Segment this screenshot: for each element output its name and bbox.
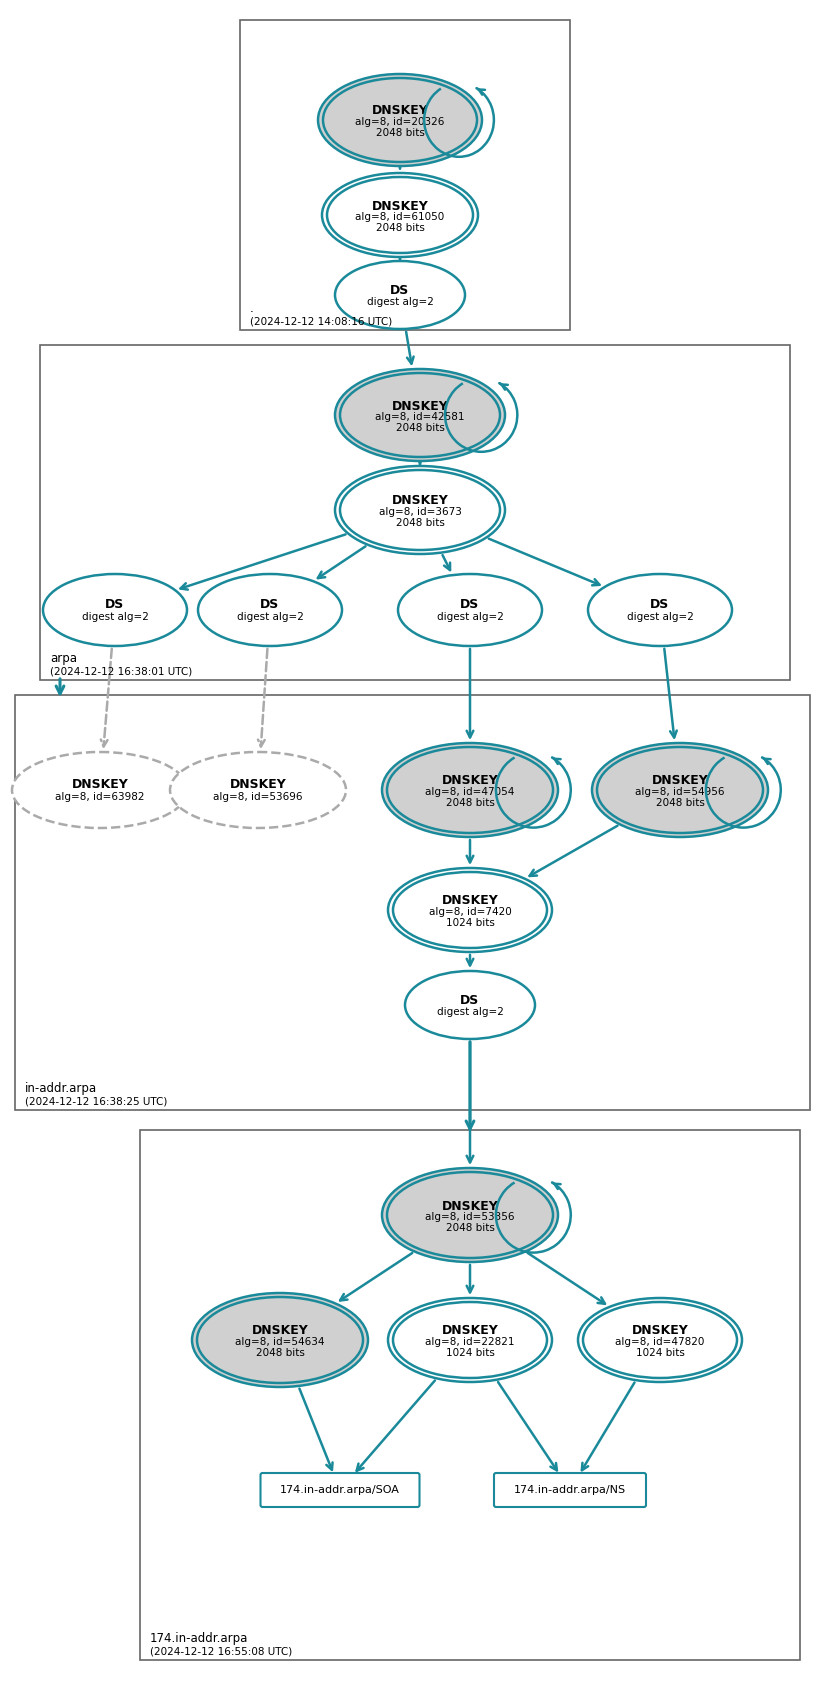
Text: arpa: arpa [50,651,77,665]
Text: DNSKEY: DNSKEY [652,775,709,787]
Ellipse shape [405,971,535,1039]
Text: alg=8, id=7420: alg=8, id=7420 [428,907,512,917]
Text: (2024-12-12 14:08:16 UTC): (2024-12-12 14:08:16 UTC) [250,316,392,327]
Text: in-addr.arpa: in-addr.arpa [25,1081,97,1095]
Ellipse shape [578,1298,742,1382]
Ellipse shape [12,751,188,827]
Text: DNSKEY: DNSKEY [442,775,499,787]
Ellipse shape [388,868,552,953]
Text: alg=8, id=54634: alg=8, id=54634 [235,1337,325,1347]
Ellipse shape [388,1298,552,1382]
Bar [140,1130,800,1660]
Text: alg=8, id=47054: alg=8, id=47054 [425,787,515,797]
Text: DNSKEY: DNSKEY [372,200,428,213]
Ellipse shape [192,1293,368,1387]
Text: digest alg=2: digest alg=2 [82,613,148,623]
Text: DNSKEY: DNSKEY [442,1325,499,1337]
Text: DS: DS [461,599,480,611]
Text: alg=8, id=47820: alg=8, id=47820 [616,1337,705,1347]
Text: (2024-12-12 16:38:25 UTC): (2024-12-12 16:38:25 UTC) [25,1096,167,1107]
Text: alg=8, id=53356: alg=8, id=53356 [425,1211,515,1222]
Text: 2048 bits: 2048 bits [446,1223,494,1233]
Text: DNSKEY: DNSKEY [391,494,448,508]
Ellipse shape [43,574,187,646]
Text: alg=8, id=63982: alg=8, id=63982 [55,792,145,802]
Bar [240,20,570,330]
FancyBboxPatch shape [494,1474,646,1508]
Text: digest alg=2: digest alg=2 [437,613,503,623]
Text: DNSKEY: DNSKEY [372,105,428,117]
Text: 2048 bits: 2048 bits [396,518,444,528]
Text: DNSKEY: DNSKEY [72,778,129,792]
Text: (2024-12-12 16:38:01 UTC): (2024-12-12 16:38:01 UTC) [50,667,192,677]
Text: DS: DS [260,599,279,611]
Ellipse shape [335,465,505,553]
Ellipse shape [198,574,342,646]
Text: DNSKEY: DNSKEY [632,1325,688,1337]
Text: digest alg=2: digest alg=2 [367,298,433,306]
Ellipse shape [335,369,505,460]
Text: DS: DS [461,993,480,1007]
Ellipse shape [170,751,346,827]
Ellipse shape [382,1167,558,1262]
Text: alg=8, id=53696: alg=8, id=53696 [213,792,302,802]
Text: DNSKEY: DNSKEY [251,1325,308,1337]
Ellipse shape [588,574,732,646]
Text: 2048 bits: 2048 bits [376,129,424,139]
Text: 2048 bits: 2048 bits [396,423,444,433]
FancyBboxPatch shape [260,1474,419,1508]
Text: 174.in-addr.arpa/SOA: 174.in-addr.arpa/SOA [280,1486,400,1496]
Bar [15,695,810,1110]
Text: DS: DS [391,284,410,296]
Text: 1024 bits: 1024 bits [635,1349,685,1359]
Text: 2048 bits: 2048 bits [376,223,424,233]
Text: 174.in-addr.arpa/NS: 174.in-addr.arpa/NS [514,1486,626,1496]
Ellipse shape [335,261,465,328]
Ellipse shape [398,574,542,646]
Ellipse shape [322,173,478,257]
Text: 2048 bits: 2048 bits [656,799,705,809]
Text: 2048 bits: 2048 bits [255,1349,304,1359]
Ellipse shape [592,743,768,838]
Text: 2048 bits: 2048 bits [446,799,494,809]
Ellipse shape [318,74,482,166]
Text: digest alg=2: digest alg=2 [437,1007,503,1017]
Text: DNSKEY: DNSKEY [391,399,448,413]
Text: .: . [250,301,254,315]
Text: 1024 bits: 1024 bits [446,1349,494,1359]
Text: DS: DS [105,599,124,611]
Text: alg=8, id=42581: alg=8, id=42581 [375,411,465,421]
Text: alg=8, id=61050: alg=8, id=61050 [355,212,445,222]
Bar [40,345,790,680]
Text: DNSKEY: DNSKEY [442,1200,499,1213]
Text: alg=8, id=3673: alg=8, id=3673 [378,508,461,518]
Ellipse shape [382,743,558,838]
Text: alg=8, id=54956: alg=8, id=54956 [635,787,725,797]
Text: DS: DS [650,599,670,611]
Text: alg=8, id=20326: alg=8, id=20326 [355,117,445,127]
Text: digest alg=2: digest alg=2 [236,613,303,623]
Text: (2024-12-12 16:55:08 UTC): (2024-12-12 16:55:08 UTC) [150,1646,293,1656]
Text: DNSKEY: DNSKEY [442,895,499,907]
Text: 1024 bits: 1024 bits [446,919,494,927]
Text: DNSKEY: DNSKEY [230,778,287,792]
Text: 174.in-addr.arpa: 174.in-addr.arpa [150,1633,248,1645]
Text: digest alg=2: digest alg=2 [626,613,694,623]
Text: alg=8, id=22821: alg=8, id=22821 [425,1337,515,1347]
